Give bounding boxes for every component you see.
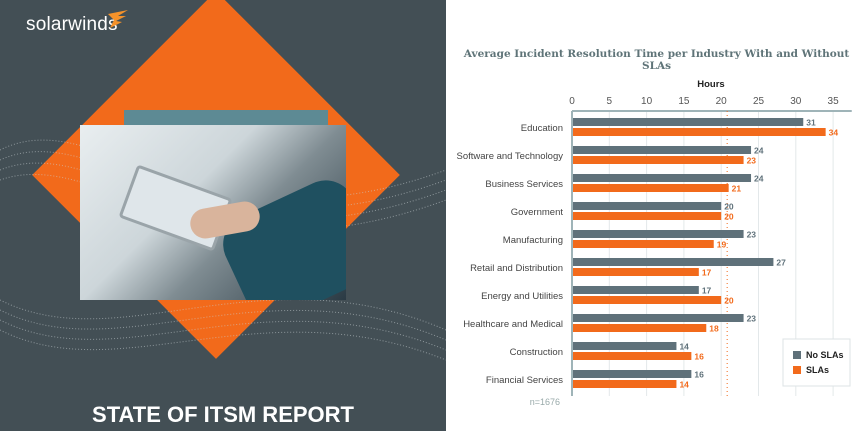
- data-label: 14: [679, 380, 689, 390]
- data-label: 20: [724, 296, 734, 306]
- data-label: 20: [724, 212, 734, 222]
- x-tick-label: 15: [678, 96, 690, 107]
- data-label: 24: [754, 174, 764, 184]
- data-label: 16: [694, 352, 704, 362]
- x-tick-label: 10: [641, 96, 653, 107]
- bar-no-slas: [573, 174, 752, 182]
- bar-slas: [573, 184, 729, 192]
- x-tick-label: 25: [753, 96, 765, 107]
- data-label: 17: [702, 268, 712, 278]
- bar-no-slas: [573, 118, 804, 126]
- cover-panel: solarwinds STATE OF ITSM REPORT: [0, 0, 446, 431]
- legend: No SLAs SLAs: [782, 338, 851, 387]
- bar-no-slas: [573, 202, 722, 210]
- category-label: Government: [511, 207, 564, 218]
- bar-slas: [573, 156, 744, 164]
- bar-slas: [573, 352, 692, 360]
- bar-slas: [573, 212, 722, 220]
- legend-swatch-slas: [793, 366, 801, 374]
- legend-label-no-slas: No SLAs: [806, 350, 844, 360]
- data-label: 16: [694, 370, 704, 380]
- data-label: 17: [702, 286, 712, 296]
- category-label: Energy and Utilities: [481, 291, 563, 302]
- chart-title: Average Incident Resolution Time per Ind…: [463, 48, 850, 72]
- category-label: Financial Services: [486, 375, 563, 386]
- cover-photo: [80, 125, 346, 300]
- data-label: 19: [717, 240, 727, 250]
- bar-no-slas: [573, 230, 744, 238]
- category-label: Education: [521, 123, 563, 134]
- data-label: 24: [754, 146, 764, 156]
- legend-label-slas: SLAs: [806, 365, 829, 375]
- bar-no-slas: [573, 370, 692, 378]
- data-label: 34: [829, 128, 839, 138]
- data-label: 20: [724, 202, 734, 212]
- data-label: 27: [776, 258, 786, 268]
- bar-no-slas: [573, 146, 752, 154]
- x-tick-label: 30: [790, 96, 802, 107]
- category-label: Construction: [510, 347, 563, 358]
- data-label: 23: [747, 230, 757, 240]
- category-label: Manufacturing: [503, 235, 563, 246]
- bar-slas: [573, 324, 707, 332]
- category-label: Business Services: [485, 179, 563, 190]
- x-axis-label: Hours: [697, 79, 724, 90]
- report-title: STATE OF ITSM REPORT: [92, 402, 354, 427]
- data-label: 21: [732, 184, 742, 194]
- bar-slas: [573, 380, 677, 388]
- category-label: Software and Technology: [456, 151, 563, 162]
- bar-slas: [573, 240, 714, 248]
- data-label: 18: [709, 324, 719, 334]
- bar-no-slas: [573, 342, 677, 350]
- x-tick-label: 35: [828, 96, 840, 107]
- solarwinds-logo: solarwinds: [26, 14, 118, 35]
- bar-slas: [573, 128, 826, 136]
- sample-size-note: n=1676: [530, 397, 560, 407]
- category-label: Healthcare and Medical: [463, 319, 563, 330]
- data-label: 31: [806, 118, 816, 128]
- data-label: 23: [747, 314, 757, 324]
- bar-slas: [573, 268, 699, 276]
- data-label: 23: [747, 156, 757, 166]
- solarwinds-bird-icon: [108, 10, 128, 28]
- category-label: Retail and Distribution: [470, 263, 563, 274]
- data-label: 14: [679, 342, 689, 352]
- bar-no-slas: [573, 314, 744, 322]
- bar-slas: [573, 296, 722, 304]
- x-tick-label: 5: [607, 96, 613, 107]
- legend-swatch-no-slas: [793, 351, 801, 359]
- bar-no-slas: [573, 286, 699, 294]
- x-tick-label: 20: [716, 96, 728, 107]
- x-tick-label: 0: [569, 96, 575, 107]
- bar-no-slas: [573, 258, 774, 266]
